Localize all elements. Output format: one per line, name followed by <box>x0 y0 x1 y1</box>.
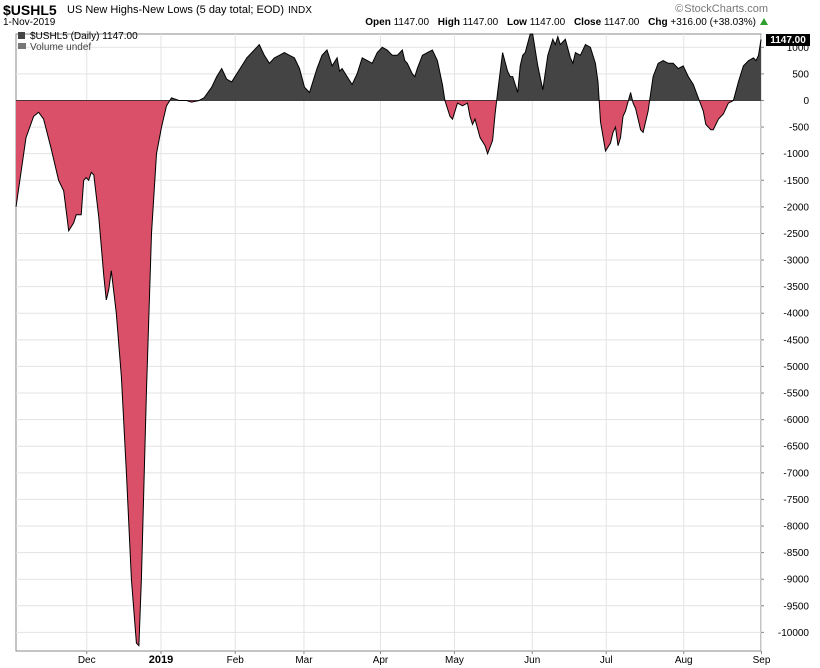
x-tick-label: Apr <box>373 655 389 666</box>
y-tick-label: -8000 <box>783 522 809 533</box>
chart-description: US New Highs-New Lows (5 day total; EOD)… <box>67 4 312 16</box>
y-tick-label: -2500 <box>783 229 809 240</box>
legend-volume-label: Volume undef <box>30 42 91 53</box>
chart-header: $USHL5 US New Highs-New Lows (5 day tota… <box>0 0 820 34</box>
y-tick-label: -500 <box>789 123 809 134</box>
y-tick-label: 500 <box>792 69 809 80</box>
y-tick-label: -4000 <box>783 309 809 320</box>
x-tick-label: 2019 <box>149 654 173 666</box>
area-series <box>15 33 762 647</box>
chg-label: Chg <box>648 17 668 28</box>
x-tick-label: Jun <box>524 655 540 666</box>
y-tick-label: -2000 <box>783 202 809 213</box>
brand-watermark: ©StockCharts.com <box>675 3 768 15</box>
y-tick-label: -9000 <box>783 575 809 586</box>
low-label: Low <box>506 17 527 28</box>
open-value: 1147.00 <box>393 17 429 28</box>
low-value: 1147.00 <box>529 17 566 28</box>
series-line <box>15 33 762 647</box>
y-tick-label: -4500 <box>783 335 809 346</box>
y-tick-label: -6000 <box>783 415 809 426</box>
open-label: Open <box>365 17 391 28</box>
y-tick-label: -6500 <box>783 442 809 453</box>
ohlc-readout: Open 1147.00 High 1147.00 Low 1147.00 Cl… <box>359 17 768 28</box>
last-value-tag: 1147.00 <box>766 34 810 46</box>
high-label: High <box>437 17 460 28</box>
high-value: 1147.00 <box>462 17 499 28</box>
x-tick-label: Aug <box>675 655 693 666</box>
grid-lines <box>16 34 763 651</box>
y-tick-label: 1000 <box>787 43 810 54</box>
close-value: 1147.00 <box>603 17 640 28</box>
y-tick-label: -5500 <box>783 389 809 400</box>
quote-date: 1-Nov-2019 <box>3 17 56 28</box>
x-tick-label: Mar <box>295 655 313 666</box>
brand-name: StockCharts.com <box>684 3 768 15</box>
y-tick-label: -7000 <box>783 468 809 479</box>
y-tick-label: -1000 <box>783 149 809 160</box>
last-value-tag-bg <box>766 34 810 46</box>
x-tick-label: Feb <box>227 655 245 666</box>
legend-series-label: $USHL5 (Daily) 1147.00 <box>30 31 138 42</box>
x-tick-label: Jul <box>600 655 613 666</box>
y-tick-label: -10000 <box>778 628 810 639</box>
volume-bars-icon <box>18 43 26 49</box>
description-text: US New Highs-New Lows (5 day total; EOD) <box>67 4 285 16</box>
x-tick-label: Sep <box>753 655 771 666</box>
up-arrow-icon <box>760 18 768 25</box>
y-tick-label: -5000 <box>783 362 809 373</box>
y-tick-label: -3500 <box>783 282 809 293</box>
y-tick-label: -1500 <box>783 176 809 187</box>
negative-area <box>16 100 761 646</box>
y-tick-label: -7500 <box>783 495 809 506</box>
x-tick-label: May <box>445 655 464 666</box>
y-tick-label: -8500 <box>783 548 809 559</box>
last-value-tag-text: 1147.00 <box>770 35 806 46</box>
x-tick-label: Dec <box>78 655 96 666</box>
y-axis: 1000 500 0 -500 -1000 -1500 -2000 -2500 -3000 -35… <box>761 43 809 639</box>
ticker-symbol: $USHL5 <box>3 2 57 18</box>
legend-swatch-icon <box>18 32 25 39</box>
copyright-icon: © <box>675 3 684 15</box>
y-tick-label: -3000 <box>783 256 809 267</box>
x-axis: Dec2019FebMarAprMayJunJulAugSepOctNov <box>78 651 771 666</box>
close-label: Close <box>573 17 602 28</box>
y-tick-label: -9500 <box>783 601 809 612</box>
legend: $USHL5 (Daily) 1147.00 Volume undef <box>18 31 138 53</box>
y-tick-label: 0 <box>803 96 809 107</box>
positive-area <box>169 34 761 101</box>
chg-value: +316.00 (+38.03%) <box>670 17 756 28</box>
exchange-label: INDX <box>288 5 312 16</box>
